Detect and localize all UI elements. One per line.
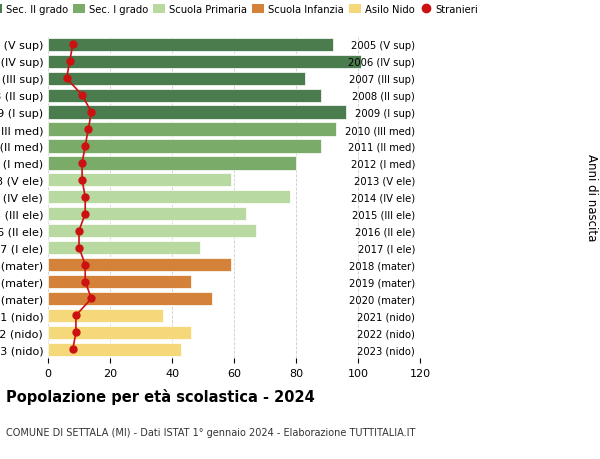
- Bar: [48, 106, 346, 119]
- Bar: [48, 56, 361, 69]
- Bar: [48, 157, 296, 170]
- Bar: [48, 309, 163, 322]
- Bar: [48, 241, 200, 255]
- Bar: [48, 275, 191, 289]
- Bar: [48, 292, 212, 305]
- Bar: [48, 140, 321, 153]
- Bar: [48, 123, 337, 136]
- Text: Anni di nascita: Anni di nascita: [584, 154, 598, 241]
- Bar: [48, 207, 247, 221]
- Text: COMUNE DI SETTALA (MI) - Dati ISTAT 1° gennaio 2024 - Elaborazione TUTTITALIA.IT: COMUNE DI SETTALA (MI) - Dati ISTAT 1° g…: [6, 427, 415, 437]
- Bar: [48, 73, 305, 85]
- Bar: [48, 326, 191, 339]
- Bar: [48, 174, 231, 187]
- Legend: Sec. II grado, Sec. I grado, Scuola Primaria, Scuola Infanzia, Asilo Nido, Stran: Sec. II grado, Sec. I grado, Scuola Prim…: [0, 1, 482, 19]
- Bar: [48, 224, 256, 238]
- Bar: [48, 258, 231, 272]
- Bar: [48, 343, 181, 356]
- Bar: [48, 39, 333, 52]
- Bar: [48, 191, 290, 204]
- Bar: [48, 90, 321, 102]
- Text: Popolazione per età scolastica - 2024: Popolazione per età scolastica - 2024: [6, 388, 315, 404]
